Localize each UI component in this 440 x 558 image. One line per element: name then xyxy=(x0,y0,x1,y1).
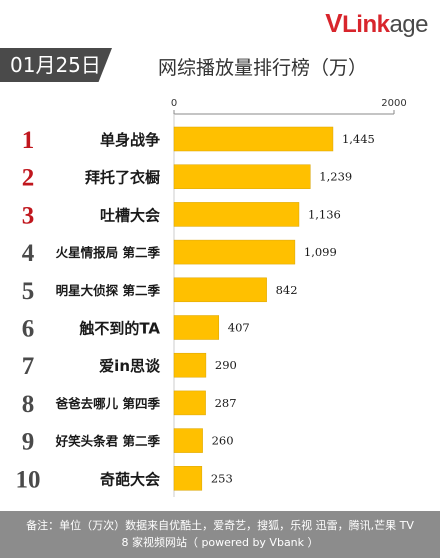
logo-v: V xyxy=(325,8,343,38)
value-label: 1,239 xyxy=(319,170,352,184)
category-label: 爸爸去哪儿 第四季 xyxy=(55,396,161,411)
bar xyxy=(173,466,203,491)
rank-number: 2 xyxy=(22,165,35,192)
value-label: 253 xyxy=(211,471,233,485)
x-tick-label: 2000 xyxy=(381,98,406,109)
chart-title: 网综播放量排行榜（万） xyxy=(158,57,368,79)
date-label: 01月25日 xyxy=(0,48,112,82)
category-label: 明星大侦探 第二季 xyxy=(56,283,161,298)
rank-number: 7 xyxy=(22,353,35,380)
bar xyxy=(173,428,203,453)
category-label: 火星情报局 第二季 xyxy=(56,245,161,260)
category-label: 好笑头条君 第二季 xyxy=(55,434,161,449)
logo-age: age xyxy=(389,11,428,38)
bar xyxy=(173,352,207,378)
bar xyxy=(173,239,296,265)
bar xyxy=(173,390,206,416)
rank-number: 10 xyxy=(16,466,41,493)
value-label: 1,445 xyxy=(342,132,375,146)
category-label: 触不到的TA xyxy=(79,320,160,338)
value-label: 287 xyxy=(215,396,237,410)
category-label: 单身战争 xyxy=(100,131,160,149)
logo-link: Link xyxy=(342,11,390,38)
footer-line-2: 8 家视频网站（ powered by Vbank ） xyxy=(121,536,319,549)
value-label: 260 xyxy=(212,434,234,448)
rank-number: 4 xyxy=(22,240,35,267)
category-label: 爱in思谈 xyxy=(99,357,161,375)
vlinkage-logo: VLinkage xyxy=(325,8,428,39)
value-label: 290 xyxy=(215,358,237,372)
bar xyxy=(173,126,334,152)
x-tick-label: 0 xyxy=(171,98,177,109)
rank-number: 1 xyxy=(22,127,35,154)
footer-note: 备注：单位（万次）数据来自优酷土，爱奇艺，搜狐，乐视 迅雷，腾讯,芒果 TV 8… xyxy=(0,511,440,558)
bar xyxy=(173,164,311,189)
bar xyxy=(173,315,220,340)
rank-number: 5 xyxy=(22,278,35,305)
bar xyxy=(173,202,300,227)
bar-chart: 0 2000 1 单身战争 1,445 2 拜托了衣橱 1,239 3 吐槽大会 1,136 4 火星情… xyxy=(16,98,407,497)
value-label: 1,136 xyxy=(308,207,341,221)
value-label: 1,099 xyxy=(304,245,337,259)
category-label: 吐槽大会 xyxy=(100,206,160,224)
footer-line-1: 备注：单位（万次）数据来自优酷土，爱奇艺，搜狐，乐视 迅雷，腾讯,芒果 TV xyxy=(26,519,414,532)
rank-number: 8 xyxy=(22,391,35,418)
rank-number: 9 xyxy=(22,429,35,456)
category-label: 拜托了衣橱 xyxy=(85,169,160,187)
value-label: 407 xyxy=(228,321,250,335)
category-label: 奇葩大会 xyxy=(100,470,160,488)
value-label: 842 xyxy=(276,283,298,297)
rank-number: 3 xyxy=(22,202,35,229)
rank-number: 6 xyxy=(22,316,35,343)
bar xyxy=(173,277,267,303)
